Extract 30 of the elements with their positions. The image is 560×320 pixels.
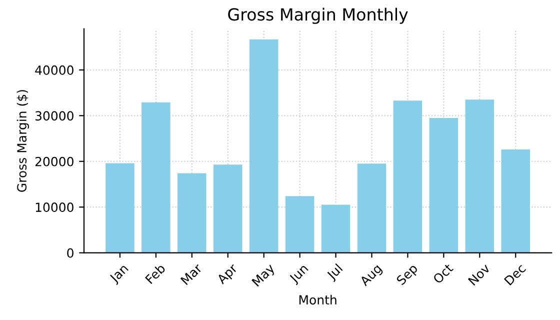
chart-title: Gross Margin Monthly — [228, 8, 408, 24]
bar — [393, 100, 422, 253]
bar — [249, 39, 278, 253]
y-tick-label: 0 — [67, 248, 74, 258]
y-tick-label: 30000 — [35, 111, 74, 121]
bar — [285, 196, 314, 253]
y-axis-title: Gross Margin ($) — [16, 90, 29, 192]
bar — [321, 204, 350, 253]
x-axis-title: Month — [299, 294, 336, 305]
x-tick-label: Jun — [288, 264, 310, 286]
bar — [357, 164, 386, 253]
x-tick-label: Dec — [504, 263, 526, 286]
y-tick-label: 10000 — [36, 202, 74, 212]
bar — [213, 164, 242, 253]
x-tick-label: Jan — [108, 264, 130, 286]
x-tick-label: Feb — [144, 263, 166, 284]
bar — [465, 100, 494, 253]
bar — [142, 102, 170, 253]
y-tick-label: 20000 — [35, 156, 74, 166]
x-tick-label: Nov — [468, 263, 491, 286]
x-tick-label: Mar — [180, 262, 203, 286]
x-tick-label: Apr — [216, 262, 240, 286]
bar — [429, 118, 458, 253]
x-tick-label: Sep — [396, 263, 420, 288]
bar — [501, 149, 530, 253]
y-tick-label: 40000 — [35, 65, 74, 75]
x-tick-label: Oct — [432, 262, 454, 284]
bar — [178, 173, 206, 253]
bar — [106, 163, 134, 253]
x-tick-label: Jul — [326, 263, 344, 282]
